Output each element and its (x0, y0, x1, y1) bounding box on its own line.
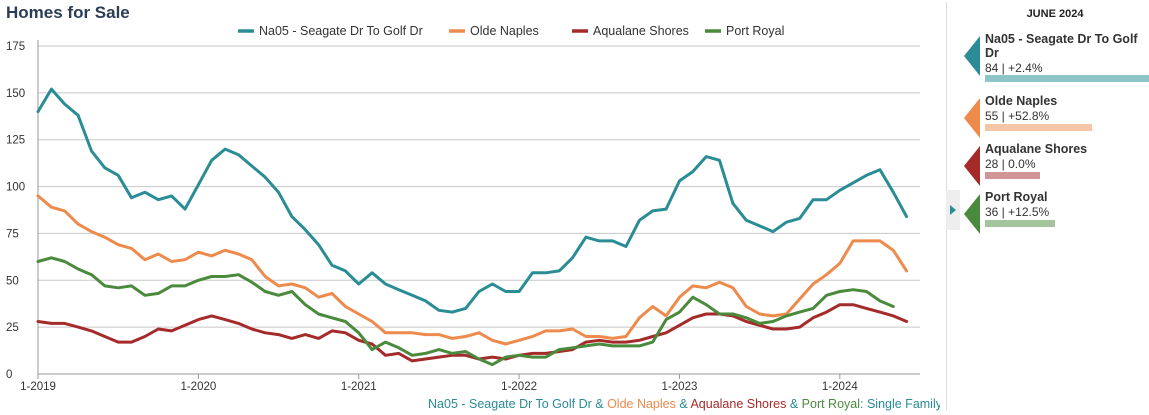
y-tick-label: 50 (6, 275, 19, 287)
line-chart: Homes for Sale Na05 - Seagate Dr To Golf… (6, 3, 940, 411)
caption-part: Aqualane Shores (690, 397, 786, 411)
panel-item-value: 84 | +2.4% (985, 61, 1043, 75)
chart-series-lines (36, 87, 909, 367)
panel-item-name: Na05 - Seagate Dr To Golf Dr (985, 32, 1138, 60)
series-marker-icon (964, 146, 980, 186)
x-tick-label: 1-2022 (501, 381, 537, 393)
caret-right-icon (950, 205, 956, 215)
panel-item-value: 55 | +52.8% (985, 109, 1050, 123)
legend-item-label[interactable]: Aqualane Shores (593, 24, 689, 38)
x-axis-ticks: 1-2019 1-2020 1-2021 1-2022 1-2023 1-2024 (20, 374, 858, 393)
y-tick-label: 100 (6, 182, 25, 194)
chart-gridlines (37, 40, 920, 375)
panel-date: JUNE 2024 (1026, 8, 1084, 20)
panel-item-bar (985, 220, 1055, 227)
chart-title: Homes for Sale (6, 3, 130, 22)
panel-item-bar (985, 124, 1092, 131)
panel-item-name: Port Royal (985, 190, 1048, 204)
chart-legend: Na05 - Seagate Dr To Golf Dr Olde Naples A… (238, 24, 784, 38)
caption-part: & (592, 397, 607, 411)
legend-item-label[interactable]: Port Royal (726, 24, 784, 38)
legend-item-label[interactable]: Na05 - Seagate Dr To Golf Dr (259, 24, 423, 38)
panel-item-name: Olde Naples (985, 94, 1058, 108)
series-line-1[interactable] (36, 194, 909, 346)
x-tick-label: 1-2024 (822, 381, 858, 393)
chart-caption: Na05 - Seagate Dr To Golf Dr & Olde Napl… (428, 397, 940, 411)
series-marker-icon (964, 194, 980, 234)
caption-part: Olde Naples (607, 397, 676, 411)
x-tick-label: 1-2019 (20, 381, 56, 393)
y-axis-ticks: 0 25 50 75 100 125 150 175 (6, 41, 25, 381)
caption-part: & (676, 397, 691, 411)
y-tick-label: 175 (6, 41, 25, 53)
caption-part: Port Royal (802, 397, 860, 411)
panel-item-bar (985, 75, 1149, 82)
y-tick-label: 25 (6, 322, 19, 334)
panel-item-bar (985, 172, 1040, 179)
series-line-3[interactable] (36, 256, 895, 367)
legend-item-label[interactable]: Olde Naples (470, 24, 539, 38)
panel-toggle-button[interactable] (946, 190, 960, 230)
panel-item-name: Aqualane Shores (985, 142, 1088, 156)
panel-item-value: 36 | +12.5% (985, 205, 1050, 219)
y-tick-label: 150 (6, 88, 25, 100)
y-tick-label: 75 (6, 228, 19, 240)
y-tick-label: 125 (6, 135, 25, 147)
y-tick-label: 0 (6, 369, 12, 381)
x-tick-label: 1-2020 (180, 381, 216, 393)
series-line-2[interactable] (36, 303, 909, 363)
caption-part: Na05 - Seagate Dr To Golf Dr (428, 397, 592, 411)
x-tick-label: 1-2023 (662, 381, 698, 393)
series-marker-icon (964, 36, 980, 76)
caption-part: : Single Family (860, 397, 940, 411)
caption-part: & (786, 397, 801, 411)
series-marker-icon (964, 98, 980, 138)
panel-item-value: 28 | 0.0% (985, 157, 1036, 171)
x-tick-label: 1-2021 (341, 381, 377, 393)
series-line-0[interactable] (36, 87, 909, 314)
